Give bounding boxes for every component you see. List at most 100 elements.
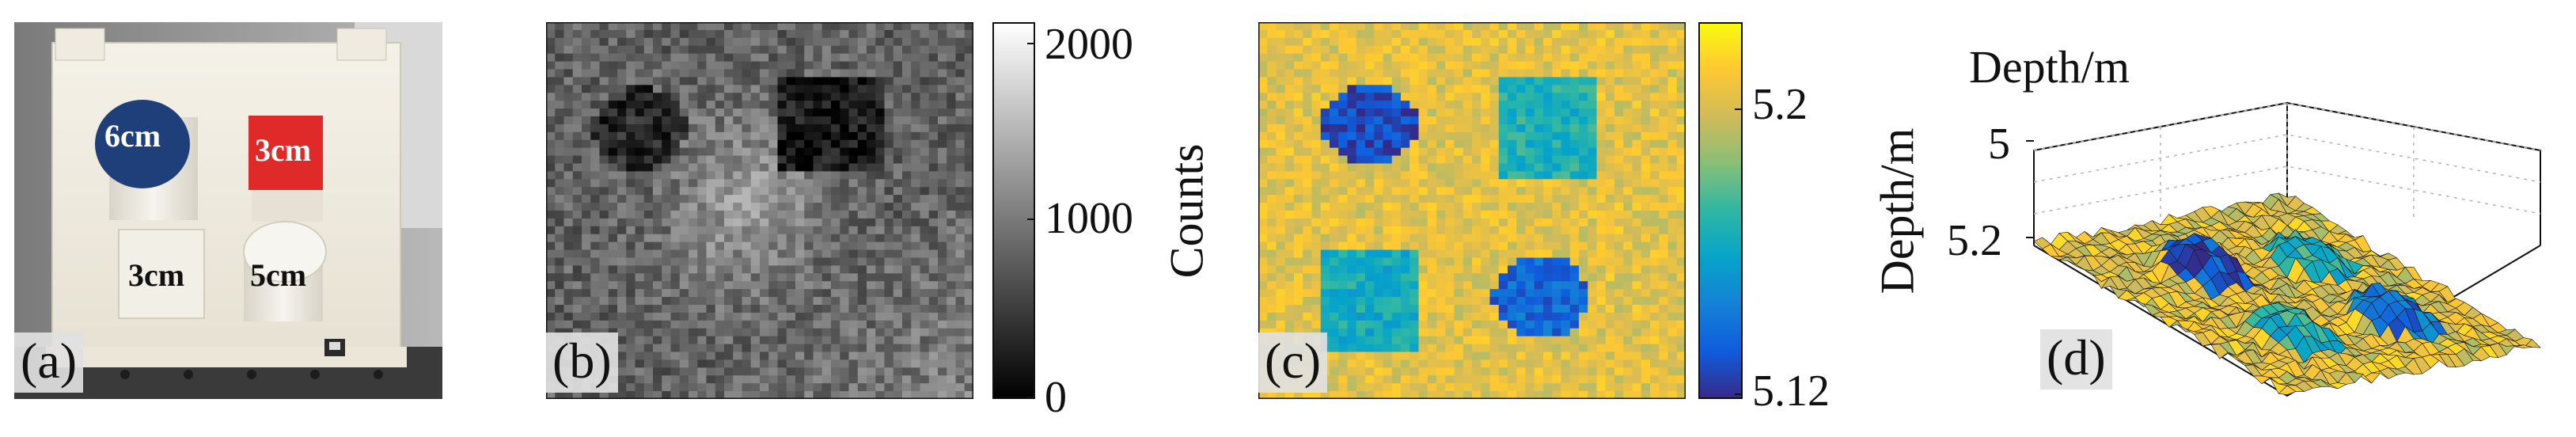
pixel: [821, 147, 832, 157]
pixel: [795, 22, 805, 31]
pixel: [635, 257, 645, 267]
pixel: [786, 344, 796, 353]
pixel: [1383, 85, 1393, 93]
pixel: [572, 37, 582, 47]
pixel: [1347, 85, 1357, 93]
pixel: [670, 273, 681, 282]
pixel: [1472, 281, 1481, 290]
pixel: [1365, 391, 1375, 399]
pixel: [1365, 320, 1375, 329]
pixel: [1427, 305, 1437, 314]
pixel: [1338, 93, 1349, 101]
pixel: [911, 241, 921, 251]
pixel: [1418, 297, 1428, 306]
pixel: [777, 93, 787, 101]
pixel: [1659, 195, 1669, 203]
pixel: [804, 281, 814, 290]
pixel: [760, 195, 769, 203]
pixel: [1516, 249, 1527, 259]
pixel: [1320, 22, 1330, 31]
pixel: [653, 344, 662, 353]
pixel: [670, 344, 681, 353]
pixel: [1401, 383, 1410, 392]
pixel: [1676, 131, 1686, 141]
pixel: [742, 155, 752, 165]
pixel: [1659, 359, 1669, 368]
pixel: [689, 359, 698, 368]
pixel: [1374, 29, 1384, 39]
pixel: [1391, 139, 1402, 149]
pixel: [1267, 61, 1277, 70]
pixel: [572, 22, 582, 31]
pixel: [572, 93, 582, 101]
pixel: [1516, 281, 1527, 290]
pixel: [582, 265, 591, 274]
pixel: [653, 124, 662, 133]
pixel: [848, 147, 859, 157]
pixel: [768, 187, 779, 196]
pixel: [760, 108, 769, 117]
pixel: [911, 320, 921, 329]
pixel: [1632, 29, 1642, 39]
pixel: [643, 328, 654, 337]
pixel: [1543, 265, 1553, 274]
pixel: [1418, 375, 1428, 384]
pixel: [706, 101, 716, 109]
pixel: [1454, 281, 1464, 290]
pixel: [1365, 203, 1375, 211]
pixel: [706, 163, 716, 173]
pixel: [884, 328, 894, 337]
pixel: [1569, 249, 1580, 259]
pixel: [1516, 375, 1527, 384]
pixel: [1258, 179, 1268, 188]
pixel: [813, 163, 823, 173]
pixel: [804, 312, 814, 321]
pixel: [626, 312, 636, 321]
pixel: [760, 257, 769, 267]
pixel: [1569, 203, 1580, 211]
pixel: [955, 344, 966, 353]
pixel: [911, 155, 921, 165]
pixel: [786, 328, 796, 337]
pixel: [964, 45, 973, 55]
pixel: [742, 359, 752, 368]
pixel: [804, 257, 814, 267]
pixel: [1579, 241, 1588, 251]
pixel: [1650, 367, 1660, 376]
pixel: [955, 234, 966, 243]
pixel: [964, 93, 973, 101]
pixel: [947, 211, 957, 219]
pixel: [653, 195, 662, 203]
pixel: [920, 273, 930, 282]
pixel: [697, 101, 708, 109]
pixel: [599, 155, 609, 165]
pixel: [938, 195, 947, 203]
pixel: [1463, 116, 1473, 125]
pixel: [724, 195, 734, 203]
pixel: [920, 163, 930, 173]
pixel: [1436, 359, 1446, 368]
pixel: [1614, 218, 1624, 227]
pixel: [1374, 265, 1384, 274]
pixel: [1498, 163, 1508, 173]
pixel: [706, 29, 716, 39]
pixel: [555, 139, 565, 149]
pixel: [786, 375, 796, 384]
pixel: [786, 234, 796, 243]
pixel: [911, 312, 921, 321]
pixel: [1596, 93, 1607, 101]
pixel: [1374, 171, 1384, 180]
pixel: [760, 171, 769, 180]
pixel: [1525, 45, 1535, 55]
pixel: [1588, 328, 1598, 337]
pixel: [955, 131, 966, 141]
pixel: [955, 352, 966, 361]
pixel: [572, 101, 582, 109]
pixel: [1659, 77, 1669, 86]
pixel: [1409, 85, 1420, 93]
pixel: [813, 336, 823, 345]
pixel: [964, 211, 973, 219]
pixel: [848, 257, 859, 267]
pixel: [715, 124, 725, 133]
pixel: [1667, 367, 1678, 376]
